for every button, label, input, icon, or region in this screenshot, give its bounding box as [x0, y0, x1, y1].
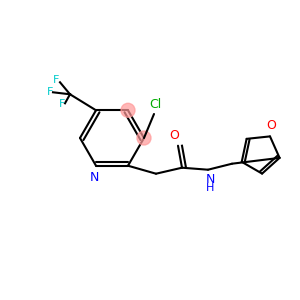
Circle shape — [137, 131, 151, 145]
Text: F: F — [53, 75, 59, 85]
Circle shape — [121, 103, 135, 117]
Text: F: F — [59, 99, 65, 109]
Text: O: O — [169, 129, 179, 142]
Text: H: H — [206, 183, 214, 193]
Text: Cl: Cl — [149, 98, 161, 111]
Text: O: O — [266, 119, 276, 132]
Text: N: N — [205, 173, 215, 186]
Text: N: N — [89, 171, 99, 184]
Text: F: F — [47, 87, 53, 97]
